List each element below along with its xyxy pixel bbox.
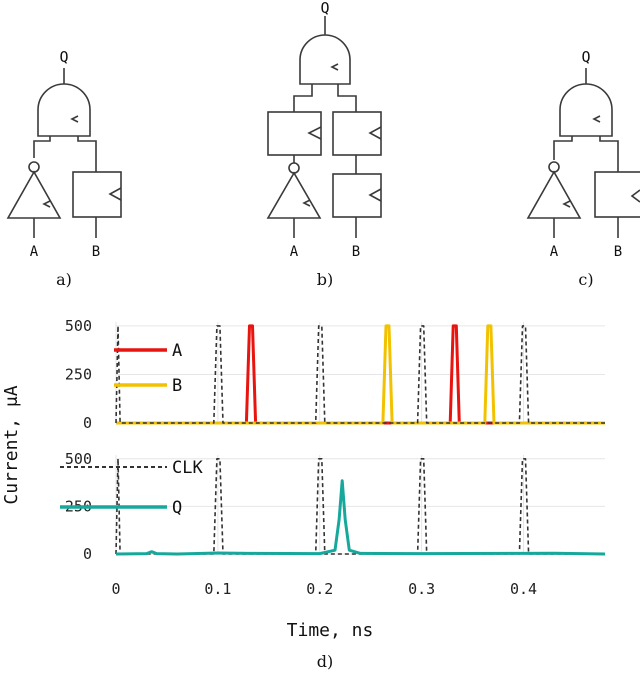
caption-a: a) xyxy=(56,270,72,289)
current-chart: 0 250 500 AB 0 250 500 CLK Q 0 0.1 0.2 0.3 0.4 Curr… xyxy=(1,317,606,671)
y-tick-label: 500 xyxy=(65,450,92,468)
inverter xyxy=(266,171,322,219)
circuit-b: Q A B b) xyxy=(266,0,382,289)
input-label-b: B xyxy=(614,244,622,260)
output-label-q: Q xyxy=(581,48,590,66)
inverter xyxy=(6,170,62,219)
series-line-clk xyxy=(115,325,605,424)
flip-flop-b2 xyxy=(332,173,382,218)
series-line-q xyxy=(115,479,606,556)
legend-label-b: B xyxy=(172,376,182,396)
flip-flop xyxy=(72,171,122,218)
x-tick-label: 0.1 xyxy=(204,580,231,598)
x-tick-label: 0.2 xyxy=(306,580,333,598)
panel-output: 0250500CLKQ xyxy=(60,450,606,563)
y-tick-label: 0 xyxy=(83,414,92,432)
legend-label-q: Q xyxy=(172,498,182,518)
y-tick-label: 250 xyxy=(65,365,92,383)
y-tick-label: 0 xyxy=(83,545,92,563)
clock-marker xyxy=(70,115,79,123)
x-tick-label: 0.3 xyxy=(408,580,435,598)
flip-flop xyxy=(594,171,640,218)
input-label-a: A xyxy=(30,244,39,260)
circuit-a: Q A B a) xyxy=(6,48,122,289)
panel-inputs: 0 250 500 AB xyxy=(65,317,605,432)
input-label-b: B xyxy=(92,244,100,260)
input-label-a: A xyxy=(290,244,299,260)
y-tick-label: 500 xyxy=(65,317,92,335)
caption-d: d) xyxy=(317,652,333,671)
and-gate xyxy=(559,83,613,137)
x-tick-labels: 0 0.1 0.2 0.3 0.4 xyxy=(111,580,537,598)
input-label-b: B xyxy=(352,244,360,260)
x-tick-label: 0 xyxy=(111,580,120,598)
x-axis-label: Time, ns xyxy=(287,620,374,641)
series-line-b xyxy=(116,324,605,425)
caption-c: c) xyxy=(578,270,593,289)
y-axis-label: Current, μA xyxy=(1,385,22,504)
legend-label-a: A xyxy=(172,341,182,361)
x-tick-label: 0.4 xyxy=(510,580,537,598)
output-label-q: Q xyxy=(59,48,68,66)
legend-label-clk: CLK xyxy=(172,458,203,478)
circuit-c: Q A B c) xyxy=(526,48,640,289)
inverter xyxy=(526,170,582,219)
and-gate xyxy=(299,34,351,85)
input-label-a: A xyxy=(550,244,559,260)
flip-flop-a xyxy=(267,111,322,156)
flip-flop-b1 xyxy=(332,111,382,156)
caption-b: b) xyxy=(317,270,333,289)
and-gate xyxy=(37,83,91,137)
output-label-q: Q xyxy=(320,0,329,17)
series-line-clk xyxy=(115,457,605,555)
